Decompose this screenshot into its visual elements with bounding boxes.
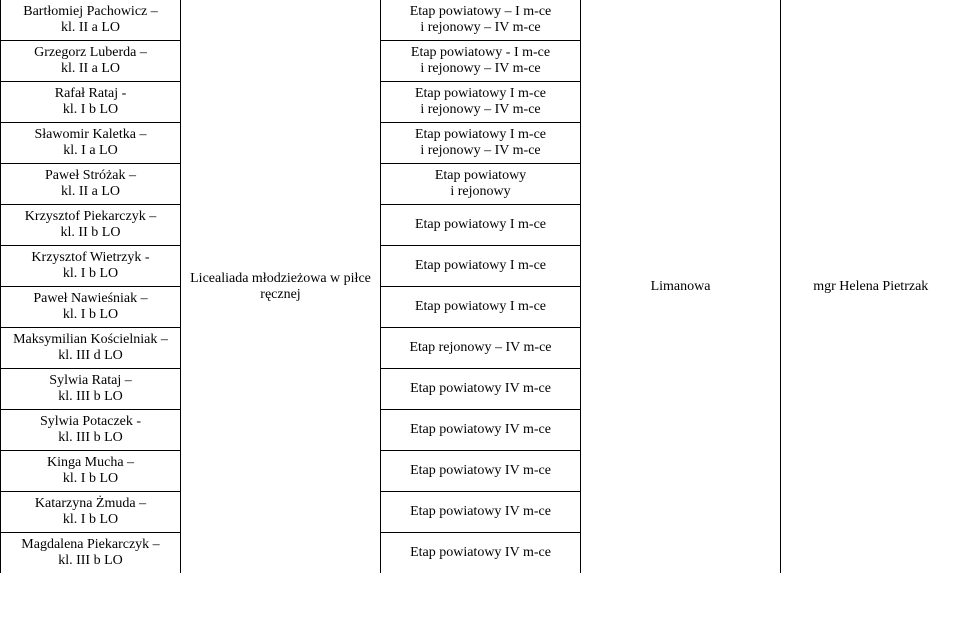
student-class: kl. II a LO (7, 20, 174, 36)
results-table: Bartłomiej Pachowicz – kl. II a LO Licea… (0, 0, 960, 573)
student-name: Grzegorz Luberda – (7, 45, 174, 61)
result-line-1: Etap powiatowy I m-ce (387, 217, 574, 233)
student-class: kl. I b LO (7, 266, 174, 282)
student-cell: Krzysztof Wietrzyk - kl. I b LO (1, 246, 181, 287)
result-line-1: Etap powiatowy I m-ce (387, 258, 574, 274)
place-cell: Limanowa (581, 0, 781, 573)
result-line-1: Etap powiatowy IV m-ce (387, 422, 574, 438)
student-class: kl. I b LO (7, 471, 174, 487)
result-cell: Etap powiatowy i rejonowy (381, 164, 581, 205)
student-name: Bartłomiej Pachowicz – (7, 4, 174, 20)
student-class: kl. II a LO (7, 184, 174, 200)
teacher-cell: mgr Helena Pietrzak (781, 0, 960, 573)
student-class: kl. I b LO (7, 512, 174, 528)
result-line-1: Etap powiatowy IV m-ce (387, 545, 574, 561)
result-cell: Etap powiatowy I m-ce (381, 205, 581, 246)
result-line-1: Etap powiatowy - I m-ce (387, 45, 574, 61)
student-class: kl. III b LO (7, 553, 174, 569)
student-cell: Bartłomiej Pachowicz – kl. II a LO (1, 0, 181, 41)
student-class: kl. III d LO (7, 348, 174, 364)
result-line-1: Etap powiatowy I m-ce (387, 299, 574, 315)
result-line-1: Etap powiatowy (387, 168, 574, 184)
result-cell: Etap powiatowy I m-ce i rejonowy – IV m-… (381, 82, 581, 123)
student-class: kl. III b LO (7, 430, 174, 446)
competition-cell: Licealiada młodzieżowa w piłce ręcznej (181, 0, 381, 573)
result-cell: Etap powiatowy I m-ce i rejonowy – IV m-… (381, 123, 581, 164)
student-name: Katarzyna Żmuda – (7, 496, 174, 512)
result-line-2: i rejonowy – IV m-ce (387, 143, 574, 159)
result-line-1: Etap powiatowy IV m-ce (387, 463, 574, 479)
student-name: Magdalena Piekarczyk – (7, 537, 174, 553)
student-cell: Paweł Stróżak – kl. II a LO (1, 164, 181, 205)
student-class: kl. I b LO (7, 307, 174, 323)
student-cell: Katarzyna Żmuda – kl. I b LO (1, 492, 181, 533)
student-cell: Grzegorz Luberda – kl. II a LO (1, 41, 181, 82)
result-cell: Etap powiatowy IV m-ce (381, 369, 581, 410)
student-class: kl. I a LO (7, 143, 174, 159)
student-class: kl. III b LO (7, 389, 174, 405)
result-line-2: i rejonowy – IV m-ce (387, 20, 574, 36)
student-cell: Magdalena Piekarczyk – kl. III b LO (1, 533, 181, 574)
result-line-1: Etap powiatowy IV m-ce (387, 504, 574, 520)
teacher-label: mgr Helena Pietrzak (813, 279, 928, 294)
student-cell: Sylwia Rataj – kl. III b LO (1, 369, 181, 410)
student-name: Paweł Stróżak – (7, 168, 174, 184)
result-line-1: Etap rejonowy – IV m-ce (387, 340, 574, 356)
result-cell: Etap powiatowy IV m-ce (381, 410, 581, 451)
student-class: kl. II a LO (7, 61, 174, 77)
student-cell: Rafał Rataj - kl. I b LO (1, 82, 181, 123)
result-line-1: Etap powiatowy IV m-ce (387, 381, 574, 397)
result-cell: Etap powiatowy IV m-ce (381, 533, 581, 574)
place-label: Limanowa (651, 279, 711, 294)
result-cell: Etap powiatowy I m-ce (381, 246, 581, 287)
student-name: Sylwia Potaczek - (7, 414, 174, 430)
result-line-2: i rejonowy – IV m-ce (387, 102, 574, 118)
student-cell: Sylwia Potaczek - kl. III b LO (1, 410, 181, 451)
result-cell: Etap rejonowy – IV m-ce (381, 328, 581, 369)
result-cell: Etap powiatowy – I m-ce i rejonowy – IV … (381, 0, 581, 41)
student-name: Rafał Rataj - (7, 86, 174, 102)
result-line-2: i rejonowy – IV m-ce (387, 61, 574, 77)
student-class: kl. I b LO (7, 102, 174, 118)
student-cell: Kinga Mucha – kl. I b LO (1, 451, 181, 492)
result-line-2: i rejonowy (387, 184, 574, 200)
student-name: Sławomir Kaletka – (7, 127, 174, 143)
student-cell: Sławomir Kaletka – kl. I a LO (1, 123, 181, 164)
result-line-1: Etap powiatowy I m-ce (387, 86, 574, 102)
student-cell: Krzysztof Piekarczyk – kl. II b LO (1, 205, 181, 246)
student-name: Maksymilian Kościelniak – (7, 332, 174, 348)
result-cell: Etap powiatowy IV m-ce (381, 492, 581, 533)
competition-label: Licealiada młodzieżowa w piłce ręcznej (190, 271, 371, 302)
student-class: kl. II b LO (7, 225, 174, 241)
student-cell: Maksymilian Kościelniak – kl. III d LO (1, 328, 181, 369)
table-row: Bartłomiej Pachowicz – kl. II a LO Licea… (1, 0, 960, 41)
student-name: Paweł Nawieśniak – (7, 291, 174, 307)
result-line-1: Etap powiatowy I m-ce (387, 127, 574, 143)
student-name: Krzysztof Wietrzyk - (7, 250, 174, 266)
student-name: Sylwia Rataj – (7, 373, 174, 389)
result-cell: Etap powiatowy IV m-ce (381, 451, 581, 492)
result-cell: Etap powiatowy - I m-ce i rejonowy – IV … (381, 41, 581, 82)
result-line-1: Etap powiatowy – I m-ce (387, 4, 574, 20)
student-cell: Paweł Nawieśniak – kl. I b LO (1, 287, 181, 328)
result-cell: Etap powiatowy I m-ce (381, 287, 581, 328)
student-name: Kinga Mucha – (7, 455, 174, 471)
student-name: Krzysztof Piekarczyk – (7, 209, 174, 225)
